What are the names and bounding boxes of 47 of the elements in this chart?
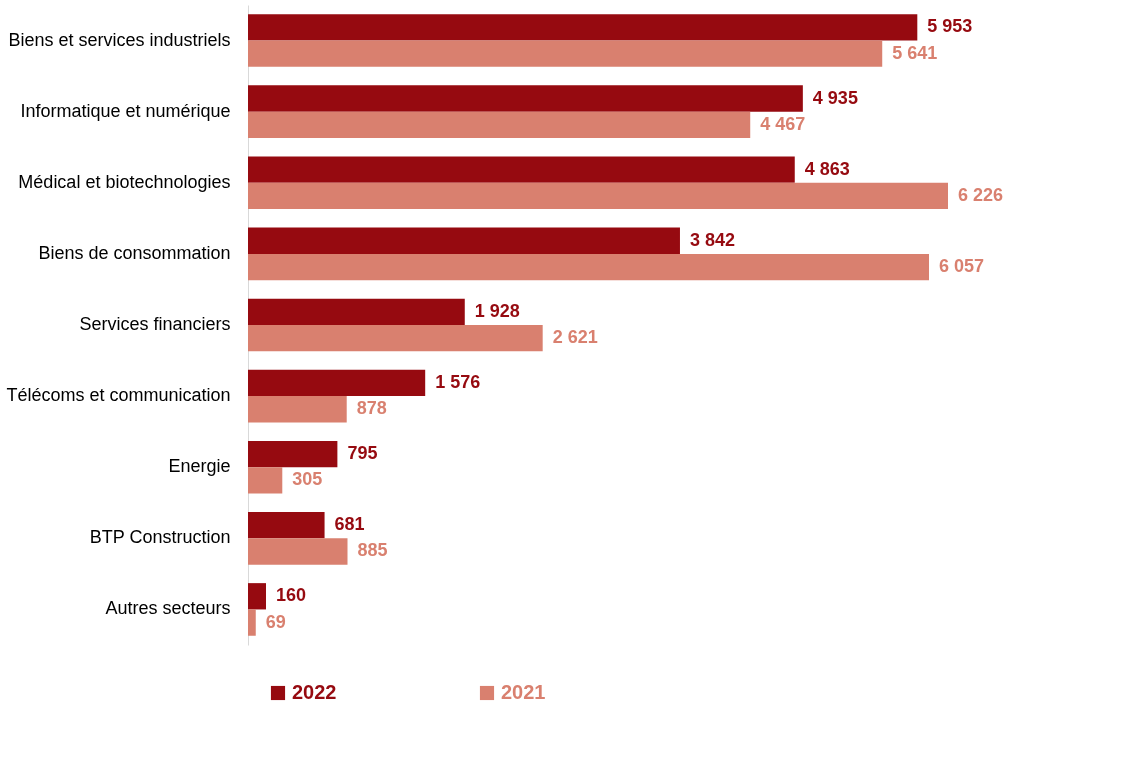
bar (248, 40, 883, 67)
data-label: 4 935 (812, 87, 858, 108)
bar (248, 85, 803, 112)
bar (248, 14, 918, 41)
bar (248, 369, 426, 397)
bar (248, 467, 283, 494)
data-label: 69 (265, 611, 286, 632)
bar (248, 156, 795, 183)
bar (248, 440, 338, 468)
y-tick-label: Informatique et numérique (20, 100, 231, 121)
bar (248, 538, 348, 565)
bar (248, 111, 751, 138)
y-tick-label: Télécoms et communication (6, 385, 231, 406)
y-tick-label: Services financiers (79, 314, 231, 334)
data-label: 4 467 (760, 113, 806, 134)
y-tick-label: Biens de consommation (38, 242, 231, 263)
legend-label: 2022 (292, 681, 337, 703)
y-tick-label: Autres secteurs (105, 598, 231, 619)
y-tick-label: BTP Construction (89, 527, 231, 548)
bar (248, 583, 266, 610)
bar (248, 253, 929, 281)
data-label: 2 621 (552, 327, 598, 348)
data-label: 6 057 (939, 256, 985, 277)
data-label: 6 226 (958, 184, 1004, 205)
y-tick-label: Médical et biotechnologies (18, 171, 231, 192)
data-label: 878 (356, 398, 387, 419)
bar (248, 609, 256, 636)
data-label: 5 953 (927, 16, 973, 37)
data-label: 885 (357, 540, 388, 561)
bar (248, 227, 680, 254)
legend-label: 2021 (501, 681, 546, 703)
data-label: 4 863 (804, 158, 850, 179)
bar (248, 396, 347, 423)
y-tick-label: Energie (168, 456, 231, 477)
data-label: 3 842 (689, 229, 736, 250)
data-label: 305 (292, 469, 323, 490)
bar (248, 298, 465, 325)
data-label: 5 641 (892, 42, 938, 63)
data-label: 681 (334, 514, 365, 535)
data-label: 795 (347, 443, 378, 464)
data-label: 1 928 (474, 300, 520, 321)
bar (248, 182, 948, 210)
y-tick-label: Biens et services industriels (8, 29, 231, 50)
bar (248, 325, 543, 352)
bar (248, 512, 325, 539)
data-label: 1 576 (435, 371, 481, 392)
data-label: 160 (275, 585, 307, 606)
